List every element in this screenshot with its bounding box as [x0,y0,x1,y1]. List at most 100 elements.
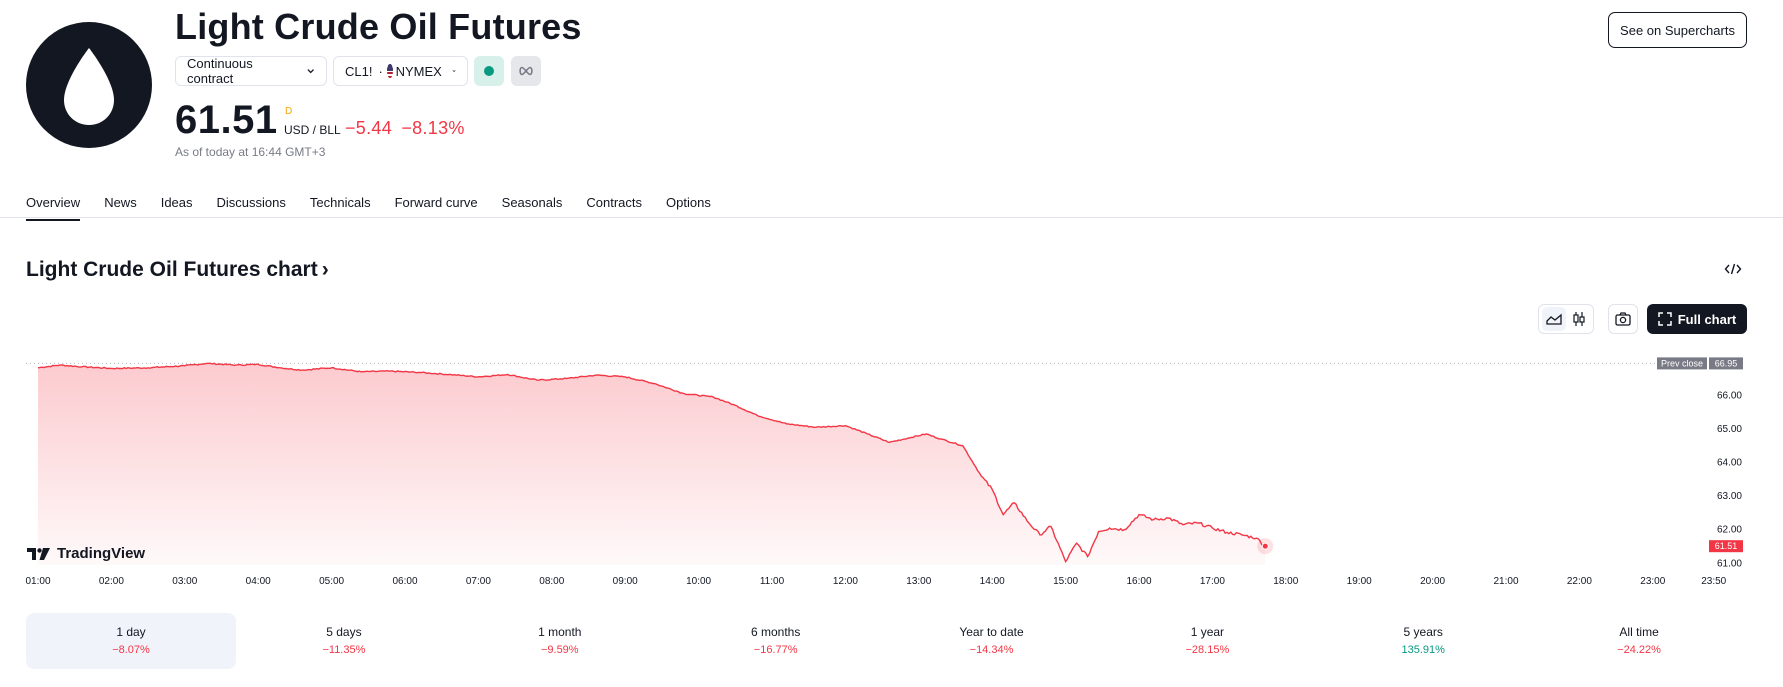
period-label: 1 year [1190,625,1225,639]
period-button-all-time[interactable]: All time −24.22% [1531,613,1747,669]
x-tick-label: 15:00 [1053,576,1078,587]
period-change: −8.07% [112,644,150,656]
contract-selector[interactable]: Continuous contract [175,56,327,86]
snapshot-button[interactable] [1608,304,1638,334]
period-button-1-day[interactable]: 1 day −8.07% [26,613,236,669]
us-flag-icon [386,64,393,78]
x-tick-label: 01:00 [25,576,50,587]
period-change: −9.59% [540,644,579,656]
market-status-icon[interactable] [474,56,504,86]
tab-ideas[interactable]: Ideas [160,195,193,210]
section-tabs: Overview News Ideas Discussions Technica… [26,195,735,221]
tab-overview[interactable]: Overview [26,195,81,221]
period-label: 6 months [750,625,801,639]
chevron-down-icon [452,70,456,73]
x-tick-label: 07:00 [466,576,491,587]
price-unit: USD / BLL [284,123,341,137]
tab-seasonals[interactable]: Seasonals [501,195,563,210]
symbol-ticker: CL1! [345,63,373,79]
tradingview-logo: TradingView [27,545,145,562]
x-tick-label: 20:00 [1420,576,1445,587]
contract-selector-label: Continuous contract [187,56,253,86]
y-tick-label: 66.00 [1717,390,1742,401]
tradingview-brand: TradingView [57,545,146,562]
x-tick-label: 19:00 [1347,576,1372,587]
x-tick-label: 16:00 [1126,576,1151,587]
x-tick-label: 04:00 [246,576,271,587]
period-label: 5 days [326,625,362,639]
x-tick-label: 23:00 [1640,576,1665,587]
price-change-pct: −8.13% [401,118,465,138]
period-change: −28.15% [1185,644,1230,656]
x-tick-label: 08:00 [539,576,564,587]
tab-options[interactable]: Options [666,195,711,210]
y-tick-label: 65.00 [1717,424,1742,435]
period-button-1-year[interactable]: 1 year −28.15% [1099,613,1315,669]
period-label: 1 month [538,625,582,639]
chart-title-text: Light Crude Oil Futures chart [26,258,318,281]
period-button-5-years[interactable]: 5 years 135.91% [1315,613,1531,669]
price-change: −5.44 −8.13% [345,118,465,139]
x-tick-label: 03:00 [172,576,197,587]
candles-icon [1573,312,1585,326]
price-change-abs: −5.44 [345,118,393,138]
x-tick-label: 12:00 [833,576,858,587]
price-area-fill [38,363,1266,565]
last-price: 61.51 [175,98,278,142]
full-chart-label: Full chart [1677,311,1737,327]
price-line [37,362,1266,564]
tab-discussions[interactable]: Discussions [216,195,286,210]
symbol-exchange-selector[interactable]: CL1! · NYMEX [333,56,468,86]
period-button-6-months[interactable]: 6 months −16.77% [668,613,884,669]
period-button-year-to-date[interactable]: Year to date −14.34% [884,613,1100,669]
x-tick-label: 05:00 [319,576,344,587]
chevron-right-icon: › [321,258,329,281]
see-on-supercharts-button[interactable]: See on Supercharts [1608,12,1747,48]
period-button-5-days[interactable]: 5 days −11.35% [236,613,452,669]
x-tick-label: 10:00 [686,576,711,587]
x-tick-label: 02:00 [99,576,124,587]
y-tick-label: 64.00 [1717,458,1742,469]
tabs-divider [0,217,1783,218]
period-label: 1 day [116,625,146,639]
period-label: 5 years [1403,625,1443,639]
x-tick-label: 13:00 [906,576,931,587]
period-performance: 1 day −8.07% 5 days −11.35% 1 month −9.59% 6 m… [26,613,1747,669]
chart-style-toggle [1538,304,1594,334]
prev-close-value-badge [1709,357,1743,370]
x-tick-label: 21:00 [1493,576,1518,587]
period-change: −16.77% [753,644,798,656]
embed-code-icon[interactable] [1724,262,1742,276]
x-tick-label: 09:00 [613,576,638,587]
full-chart-button[interactable]: Full chart [1647,304,1747,334]
price-chart[interactable]: 01:00 02:00 03:00 04:00 05:00 06:00 07:00 08:00… [0,345,1783,595]
as-of-timestamp: As of today at 16:44 GMT+3 [175,145,326,159]
y-tick-label: 61.00 [1717,558,1742,569]
fullscreen-icon [1657,312,1672,326]
x-tick-label: 11:00 [760,576,785,587]
camera-icon [1615,312,1631,326]
candles-chart-button[interactable] [1567,307,1591,331]
timeframe-flag: D [285,106,293,117]
last-price-badge [1709,540,1743,553]
tab-contracts[interactable]: Contracts [586,195,643,210]
chevron-down-icon [307,69,314,74]
symbol-separator: · [378,63,383,79]
chart-title-link[interactable]: Light Crude Oil Futures chart › [26,258,329,282]
area-chart-button[interactable] [1542,307,1566,331]
period-label: All time [1619,625,1659,639]
period-change: 135.91% [1401,644,1445,656]
page-title: Light Crude Oil Futures [175,6,582,47]
tab-technicals[interactable]: Technicals [309,195,371,210]
tab-news[interactable]: News [104,195,137,210]
period-change: −24.22% [1617,644,1661,656]
symbol-logo [26,22,152,148]
area-chart-icon [1546,313,1562,325]
period-button-1-month[interactable]: 1 month −9.59% [452,613,668,669]
x-tick-label: 23:50 [1701,576,1726,587]
continuous-infinity-icon[interactable] [511,56,541,86]
tab-forward-curve[interactable]: Forward curve [394,195,478,210]
oil-drop-icon [64,48,114,125]
tradingview-logo-icon [27,547,50,560]
x-tick-label: 14:00 [980,576,1005,587]
